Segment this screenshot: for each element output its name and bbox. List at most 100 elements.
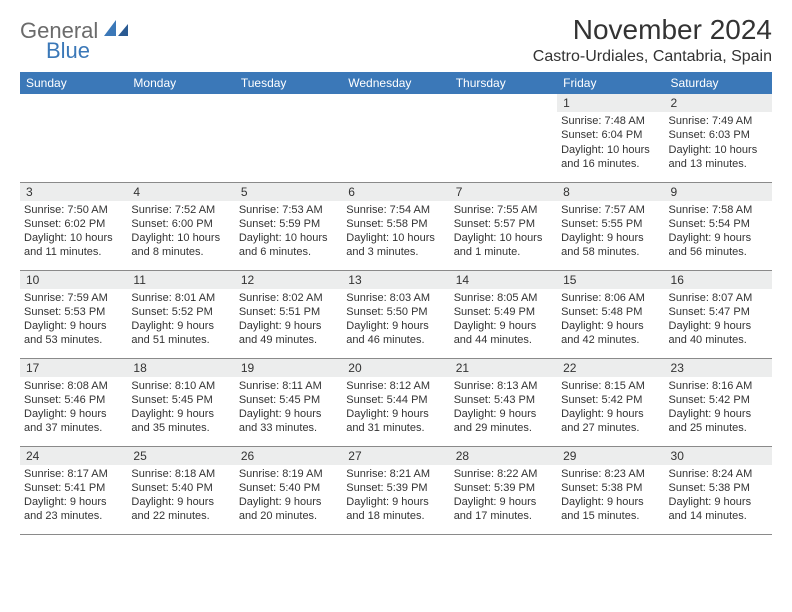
sunset-text: Sunset: 5:45 PM [239,393,338,407]
daylight-text: Daylight: 9 hours and 20 minutes. [239,495,338,524]
sunrise-text: Sunrise: 7:50 AM [24,203,123,217]
sunset-text: Sunset: 5:51 PM [239,305,338,319]
calendar-day-cell: 19Sunrise: 8:11 AMSunset: 5:45 PMDayligh… [235,358,342,446]
day-number: 16 [665,271,772,289]
day-number: 28 [450,447,557,465]
day-number [127,94,234,112]
weekday-header: Friday [557,72,664,94]
sunrise-text: Sunrise: 7:58 AM [669,203,768,217]
calendar-day-cell: 29Sunrise: 8:23 AMSunset: 5:38 PMDayligh… [557,446,664,534]
sunset-text: Sunset: 5:40 PM [239,481,338,495]
sunrise-text: Sunrise: 8:21 AM [346,467,445,481]
sunset-text: Sunset: 5:38 PM [669,481,768,495]
weekday-header: Sunday [20,72,127,94]
day-number: 20 [342,359,449,377]
brand-text: General Blue [20,20,128,62]
calendar-day-cell: 1Sunrise: 7:48 AMSunset: 6:04 PMDaylight… [557,94,664,182]
sunset-text: Sunset: 5:58 PM [346,217,445,231]
sunset-text: Sunset: 5:50 PM [346,305,445,319]
sunrise-text: Sunrise: 8:17 AM [24,467,123,481]
day-number: 1 [557,94,664,112]
daylight-text: Daylight: 9 hours and 51 minutes. [131,319,230,348]
weekday-header: Monday [127,72,234,94]
sunrise-text: Sunrise: 7:55 AM [454,203,553,217]
calendar-day-cell: 21Sunrise: 8:13 AMSunset: 5:43 PMDayligh… [450,358,557,446]
daylight-text: Daylight: 9 hours and 37 minutes. [24,407,123,436]
sunset-text: Sunset: 5:52 PM [131,305,230,319]
title-block: November 2024 Castro-Urdiales, Cantabria… [533,14,772,66]
calendar-day-cell: 8Sunrise: 7:57 AMSunset: 5:55 PMDaylight… [557,182,664,270]
calendar-week-row: 24Sunrise: 8:17 AMSunset: 5:41 PMDayligh… [20,446,772,534]
daylight-text: Daylight: 10 hours and 16 minutes. [561,143,660,172]
calendar-day-cell: 24 Sunrise: 8:17 AMSunset: 5:41 PMDayligh… [20,446,127,534]
daylight-text: Daylight: 10 hours and 6 minutes. [239,231,338,260]
sunset-text: Sunset: 5:44 PM [346,393,445,407]
page-header: General Blue November 2024 Castro-Urdial… [20,14,772,66]
daylight-text: Daylight: 9 hours and 46 minutes. [346,319,445,348]
day-number: 14 [450,271,557,289]
day-number: 23 [665,359,772,377]
daylight-text: Daylight: 9 hours and 56 minutes. [669,231,768,260]
sunset-text: Sunset: 5:54 PM [669,217,768,231]
sunset-text: Sunset: 5:59 PM [239,217,338,231]
calendar-day-cell: 3Sunrise: 7:50 AMSunset: 6:02 PMDaylight… [20,182,127,270]
calendar-day-cell: 22Sunrise: 8:15 AMSunset: 5:42 PMDayligh… [557,358,664,446]
day-number: 24 [20,447,127,465]
calendar-day-cell: 23Sunrise: 8:16 AMSunset: 5:42 PMDayligh… [665,358,772,446]
day-number [342,94,449,112]
daylight-text: Daylight: 9 hours and 29 minutes. [454,407,553,436]
brand-word-2: Blue [46,40,128,62]
daylight-text: Daylight: 9 hours and 18 minutes. [346,495,445,524]
day-number: 10 [20,271,127,289]
sunrise-text: Sunrise: 8:08 AM [24,379,123,393]
calendar-week-row: 1Sunrise: 7:48 AMSunset: 6:04 PMDaylight… [20,94,772,182]
day-number: 25 [127,447,234,465]
sunset-text: Sunset: 5:39 PM [454,481,553,495]
day-number: 26 [235,447,342,465]
sunset-text: Sunset: 5:42 PM [561,393,660,407]
sunrise-text: Sunrise: 7:52 AM [131,203,230,217]
sunrise-text: Sunrise: 8:18 AM [131,467,230,481]
sunrise-text: Sunrise: 8:19 AM [239,467,338,481]
day-number: 4 [127,183,234,201]
day-number: 22 [557,359,664,377]
daylight-text: Daylight: 9 hours and 58 minutes. [561,231,660,260]
day-number: 21 [450,359,557,377]
daylight-text: Daylight: 10 hours and 13 minutes. [669,143,768,172]
daylight-text: Daylight: 10 hours and 3 minutes. [346,231,445,260]
daylight-text: Daylight: 10 hours and 8 minutes. [131,231,230,260]
calendar-day-cell: 20Sunrise: 8:12 AMSunset: 5:44 PMDayligh… [342,358,449,446]
calendar-week-row: 3Sunrise: 7:50 AMSunset: 6:02 PMDaylight… [20,182,772,270]
day-number: 12 [235,271,342,289]
sunrise-text: Sunrise: 8:03 AM [346,291,445,305]
day-number [235,94,342,112]
calendar-day-cell: 26 Sunrise: 8:19 AMSunset: 5:40 PMDayligh… [235,446,342,534]
day-number: 7 [450,183,557,201]
daylight-text: Daylight: 9 hours and 49 minutes. [239,319,338,348]
day-number: 8 [557,183,664,201]
day-number: 19 [235,359,342,377]
calendar-day-cell: 15Sunrise: 8:06 AMSunset: 5:48 PMDayligh… [557,270,664,358]
daylight-text: Daylight: 9 hours and 35 minutes. [131,407,230,436]
calendar-table: Sunday Monday Tuesday Wednesday Thursday… [20,72,772,535]
daylight-text: Daylight: 9 hours and 27 minutes. [561,407,660,436]
daylight-text: Daylight: 9 hours and 17 minutes. [454,495,553,524]
calendar-day-cell: 5Sunrise: 7:53 AMSunset: 5:59 PMDaylight… [235,182,342,270]
weekday-header: Saturday [665,72,772,94]
sunset-text: Sunset: 5:47 PM [669,305,768,319]
sunrise-text: Sunrise: 8:01 AM [131,291,230,305]
calendar-day-cell: 10Sunrise: 7:59 AMSunset: 5:53 PMDayligh… [20,270,127,358]
daylight-text: Daylight: 9 hours and 31 minutes. [346,407,445,436]
calendar-day-cell: 12Sunrise: 8:02 AMSunset: 5:51 PMDayligh… [235,270,342,358]
day-number: 27 [342,447,449,465]
calendar-day-cell [235,94,342,182]
sunrise-text: Sunrise: 8:07 AM [669,291,768,305]
sunset-text: Sunset: 5:48 PM [561,305,660,319]
sunset-text: Sunset: 5:55 PM [561,217,660,231]
sunset-text: Sunset: 5:57 PM [454,217,553,231]
sunset-text: Sunset: 5:41 PM [24,481,123,495]
sunrise-text: Sunrise: 8:13 AM [454,379,553,393]
brand-logo: General Blue [20,14,128,62]
daylight-text: Daylight: 9 hours and 44 minutes. [454,319,553,348]
daylight-text: Daylight: 9 hours and 23 minutes. [24,495,123,524]
